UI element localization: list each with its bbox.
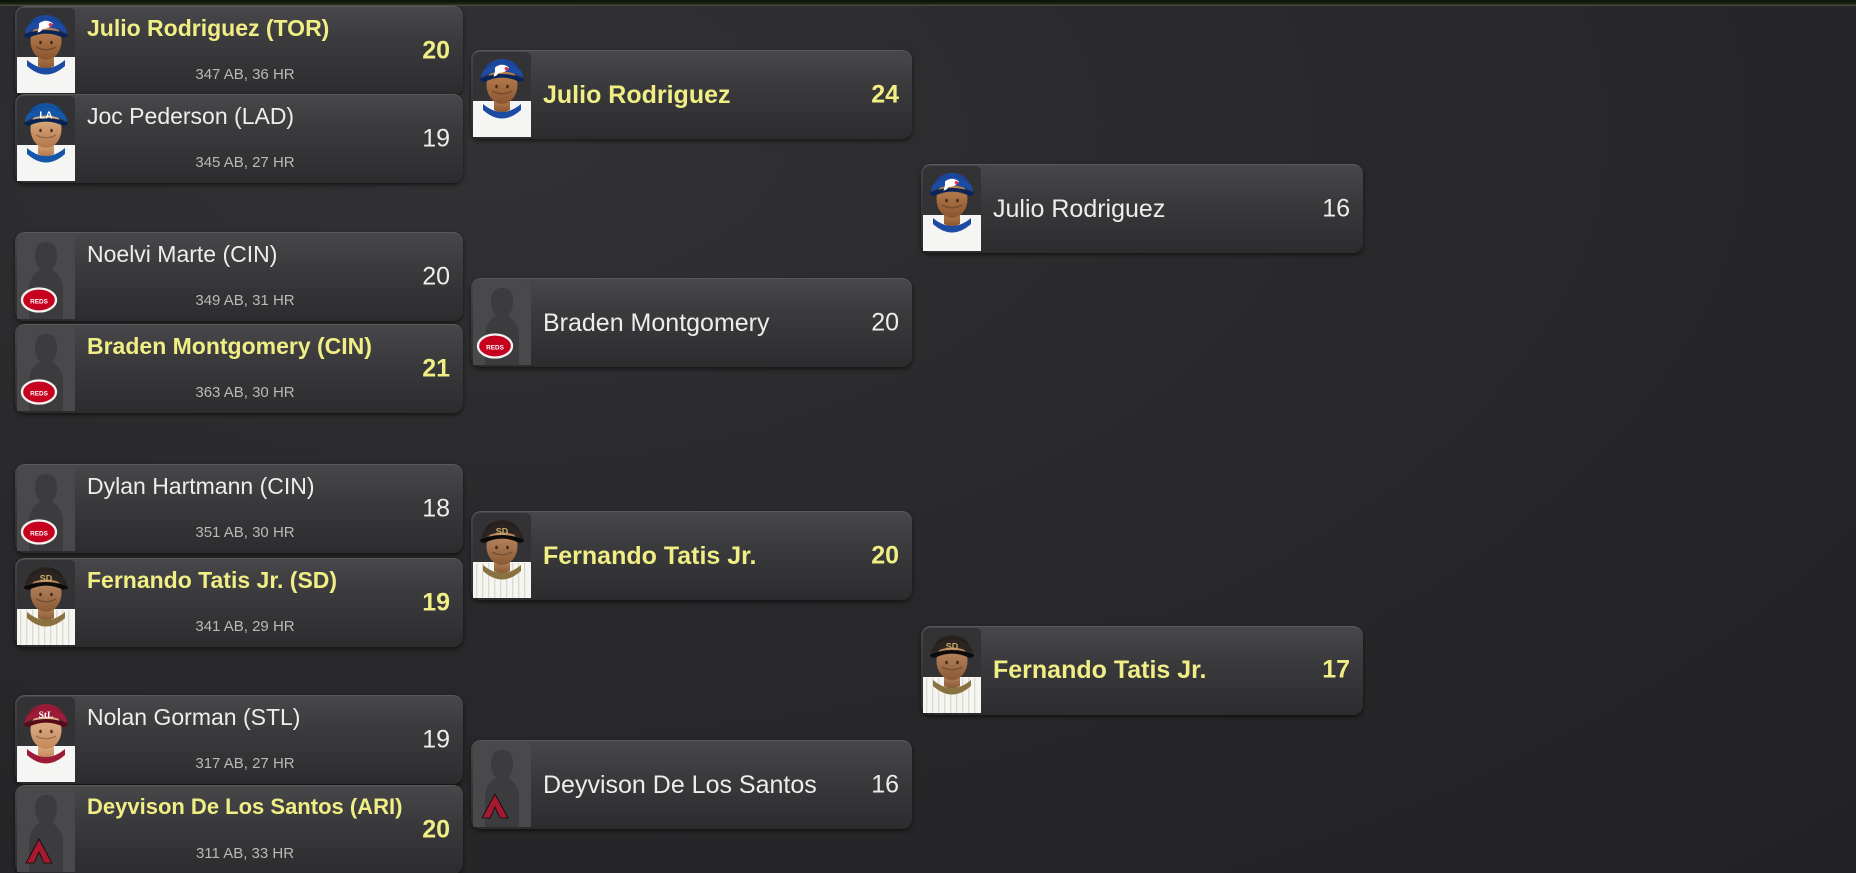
svg-text:SD: SD — [40, 574, 53, 584]
svg-text:REDS: REDS — [30, 531, 48, 538]
svg-text:REDS: REDS — [30, 391, 48, 398]
svg-text:LA: LA — [39, 111, 52, 122]
svg-text:StL: StL — [39, 711, 54, 721]
svg-text:SD: SD — [946, 641, 959, 651]
svg-text:REDS: REDS — [30, 299, 48, 306]
svg-text:SD: SD — [496, 527, 509, 537]
svg-text:REDS: REDS — [486, 345, 504, 352]
